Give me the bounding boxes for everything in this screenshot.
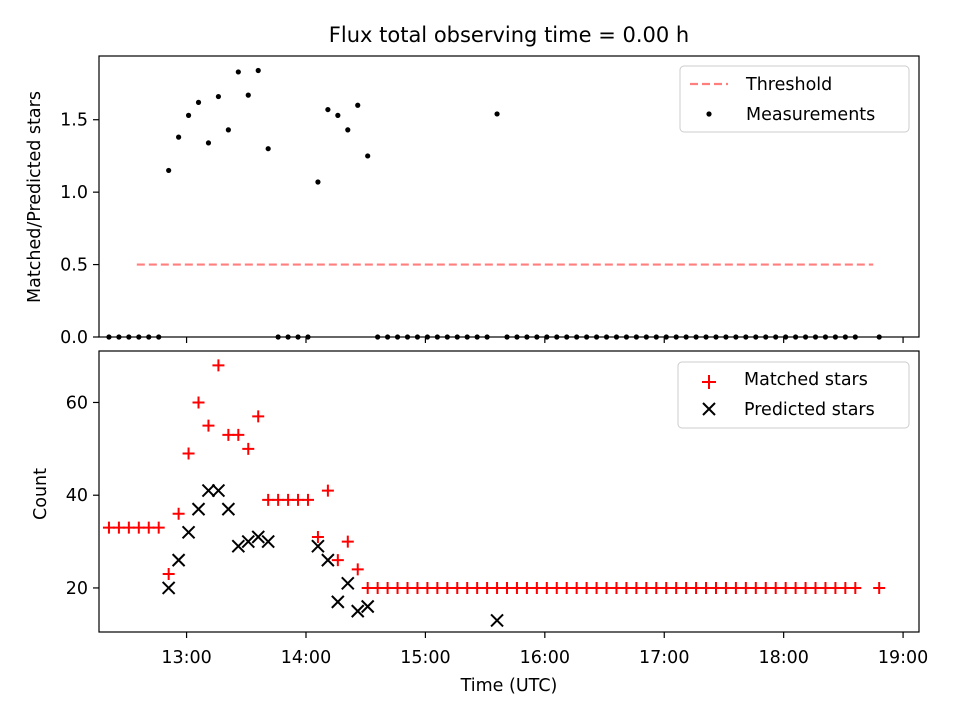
predicted-stars-legend-label: Predicted stars — [744, 400, 875, 420]
measurement-point — [315, 179, 321, 185]
predicted-stars-point — [231, 539, 246, 553]
x-tick-label: 15:00 — [400, 648, 450, 668]
measurement-point — [325, 106, 331, 113]
x-tick-label: 16:00 — [520, 648, 570, 668]
top-y-tick-label: 0.0 — [60, 328, 88, 348]
x-tick-label: 17:00 — [639, 648, 689, 668]
matched-stars-point — [232, 428, 245, 441]
predicted-stars-point — [331, 595, 345, 609]
bottom-legend-frame — [677, 361, 910, 429]
measurement-point — [225, 127, 231, 133]
predicted-stars-point — [351, 604, 365, 618]
matched-stars-point — [311, 530, 324, 543]
measurement-point — [235, 69, 241, 75]
top-plot-frame — [98, 55, 920, 338]
matched-stars-point — [192, 396, 205, 409]
measurement-point — [176, 134, 182, 140]
measurements-legend-label: Measurements — [746, 105, 875, 125]
matched-stars-point — [182, 447, 195, 460]
predicted-stars-point — [490, 613, 504, 628]
matched-stars-point — [172, 507, 185, 520]
x-tick-label: 19:00 — [878, 648, 928, 668]
matched-stars-point — [242, 442, 255, 455]
top-legend-frame — [679, 65, 910, 133]
matched-stars-point — [341, 535, 354, 548]
predicted-stars-point — [201, 483, 216, 498]
bottom-legend: Matched stars Predicted stars — [677, 361, 910, 429]
predicted-stars-point — [321, 553, 335, 567]
predicted-stars-point — [261, 534, 275, 549]
bottom-y-axis-label: Count — [31, 468, 51, 520]
matched-stars-point — [301, 493, 314, 506]
matched-stars-point — [152, 521, 165, 534]
predicted-stars-point — [161, 581, 176, 595]
measurement-point — [195, 99, 202, 105]
measurement-point — [494, 111, 500, 117]
top-legend: Threshold Measurements — [679, 65, 910, 133]
measurement-point — [365, 153, 371, 159]
matched-stars-point — [873, 581, 886, 594]
predicted-stars-legend-swatch — [702, 402, 716, 416]
matched-stars-point — [331, 554, 344, 567]
x-axis-label: Time (UTC) — [460, 676, 558, 696]
x-tick-label: 18:00 — [758, 648, 808, 668]
predicted-stars-point — [241, 534, 255, 549]
predicted-stars-point — [181, 525, 196, 540]
measurement-point — [355, 102, 361, 108]
measurement-point — [166, 167, 172, 174]
matched-stars-legend-swatch — [702, 375, 716, 389]
matched-stars-point — [162, 568, 175, 581]
predicted-stars-point — [360, 599, 375, 614]
x-tick-label: 13:00 — [161, 648, 211, 668]
measurement-point — [205, 140, 212, 146]
bottom-y-tick-label: 40 — [66, 486, 88, 506]
measurement-point — [335, 112, 341, 118]
bottom-y-tick-label: 60 — [66, 393, 88, 413]
matched-stars-legend-label: Matched stars — [744, 370, 868, 390]
predicted-stars-point — [171, 553, 186, 567]
measurement-point — [245, 92, 251, 98]
bottom-plot-area: 13:00 14:00 15:00 16:00 17:00 18:00 19:00 20 40 6… — [66, 359, 928, 668]
measurement-point — [265, 146, 271, 152]
predicted-stars-point — [191, 502, 206, 516]
chart-title: Flux total observing time = 0.00 h — [329, 23, 689, 47]
predicted-stars-point — [211, 483, 226, 498]
measurements-legend-swatch — [706, 111, 712, 117]
matched-stars-point — [849, 581, 862, 594]
bottom-plot-frame — [98, 350, 920, 633]
matched-stars-point — [202, 419, 215, 432]
top-y-tick-label: 0.5 — [60, 256, 88, 276]
top-y-tick-label: 1.0 — [60, 183, 88, 203]
predicted-stars-point — [221, 502, 236, 516]
top-y-axis-label: Matched/Predicted stars — [25, 91, 45, 303]
matched-stars-point — [351, 563, 364, 576]
measurement-point — [185, 112, 192, 118]
measurement-point — [255, 67, 261, 74]
bottom-y-tick-label: 20 — [66, 579, 88, 599]
matched-stars-point — [212, 359, 225, 372]
measurement-point — [215, 93, 222, 100]
matched-stars-point — [252, 410, 265, 423]
predicted-stars-point — [341, 576, 355, 591]
predicted-stars-point — [311, 539, 325, 553]
x-tick-label: 14:00 — [281, 648, 331, 668]
matched-stars-point — [321, 484, 334, 497]
predicted-stars-point — [251, 530, 265, 544]
threshold-legend-label: Threshold — [745, 75, 832, 95]
top-y-tick-label: 1.5 — [60, 111, 88, 131]
measurement-point — [345, 127, 351, 133]
